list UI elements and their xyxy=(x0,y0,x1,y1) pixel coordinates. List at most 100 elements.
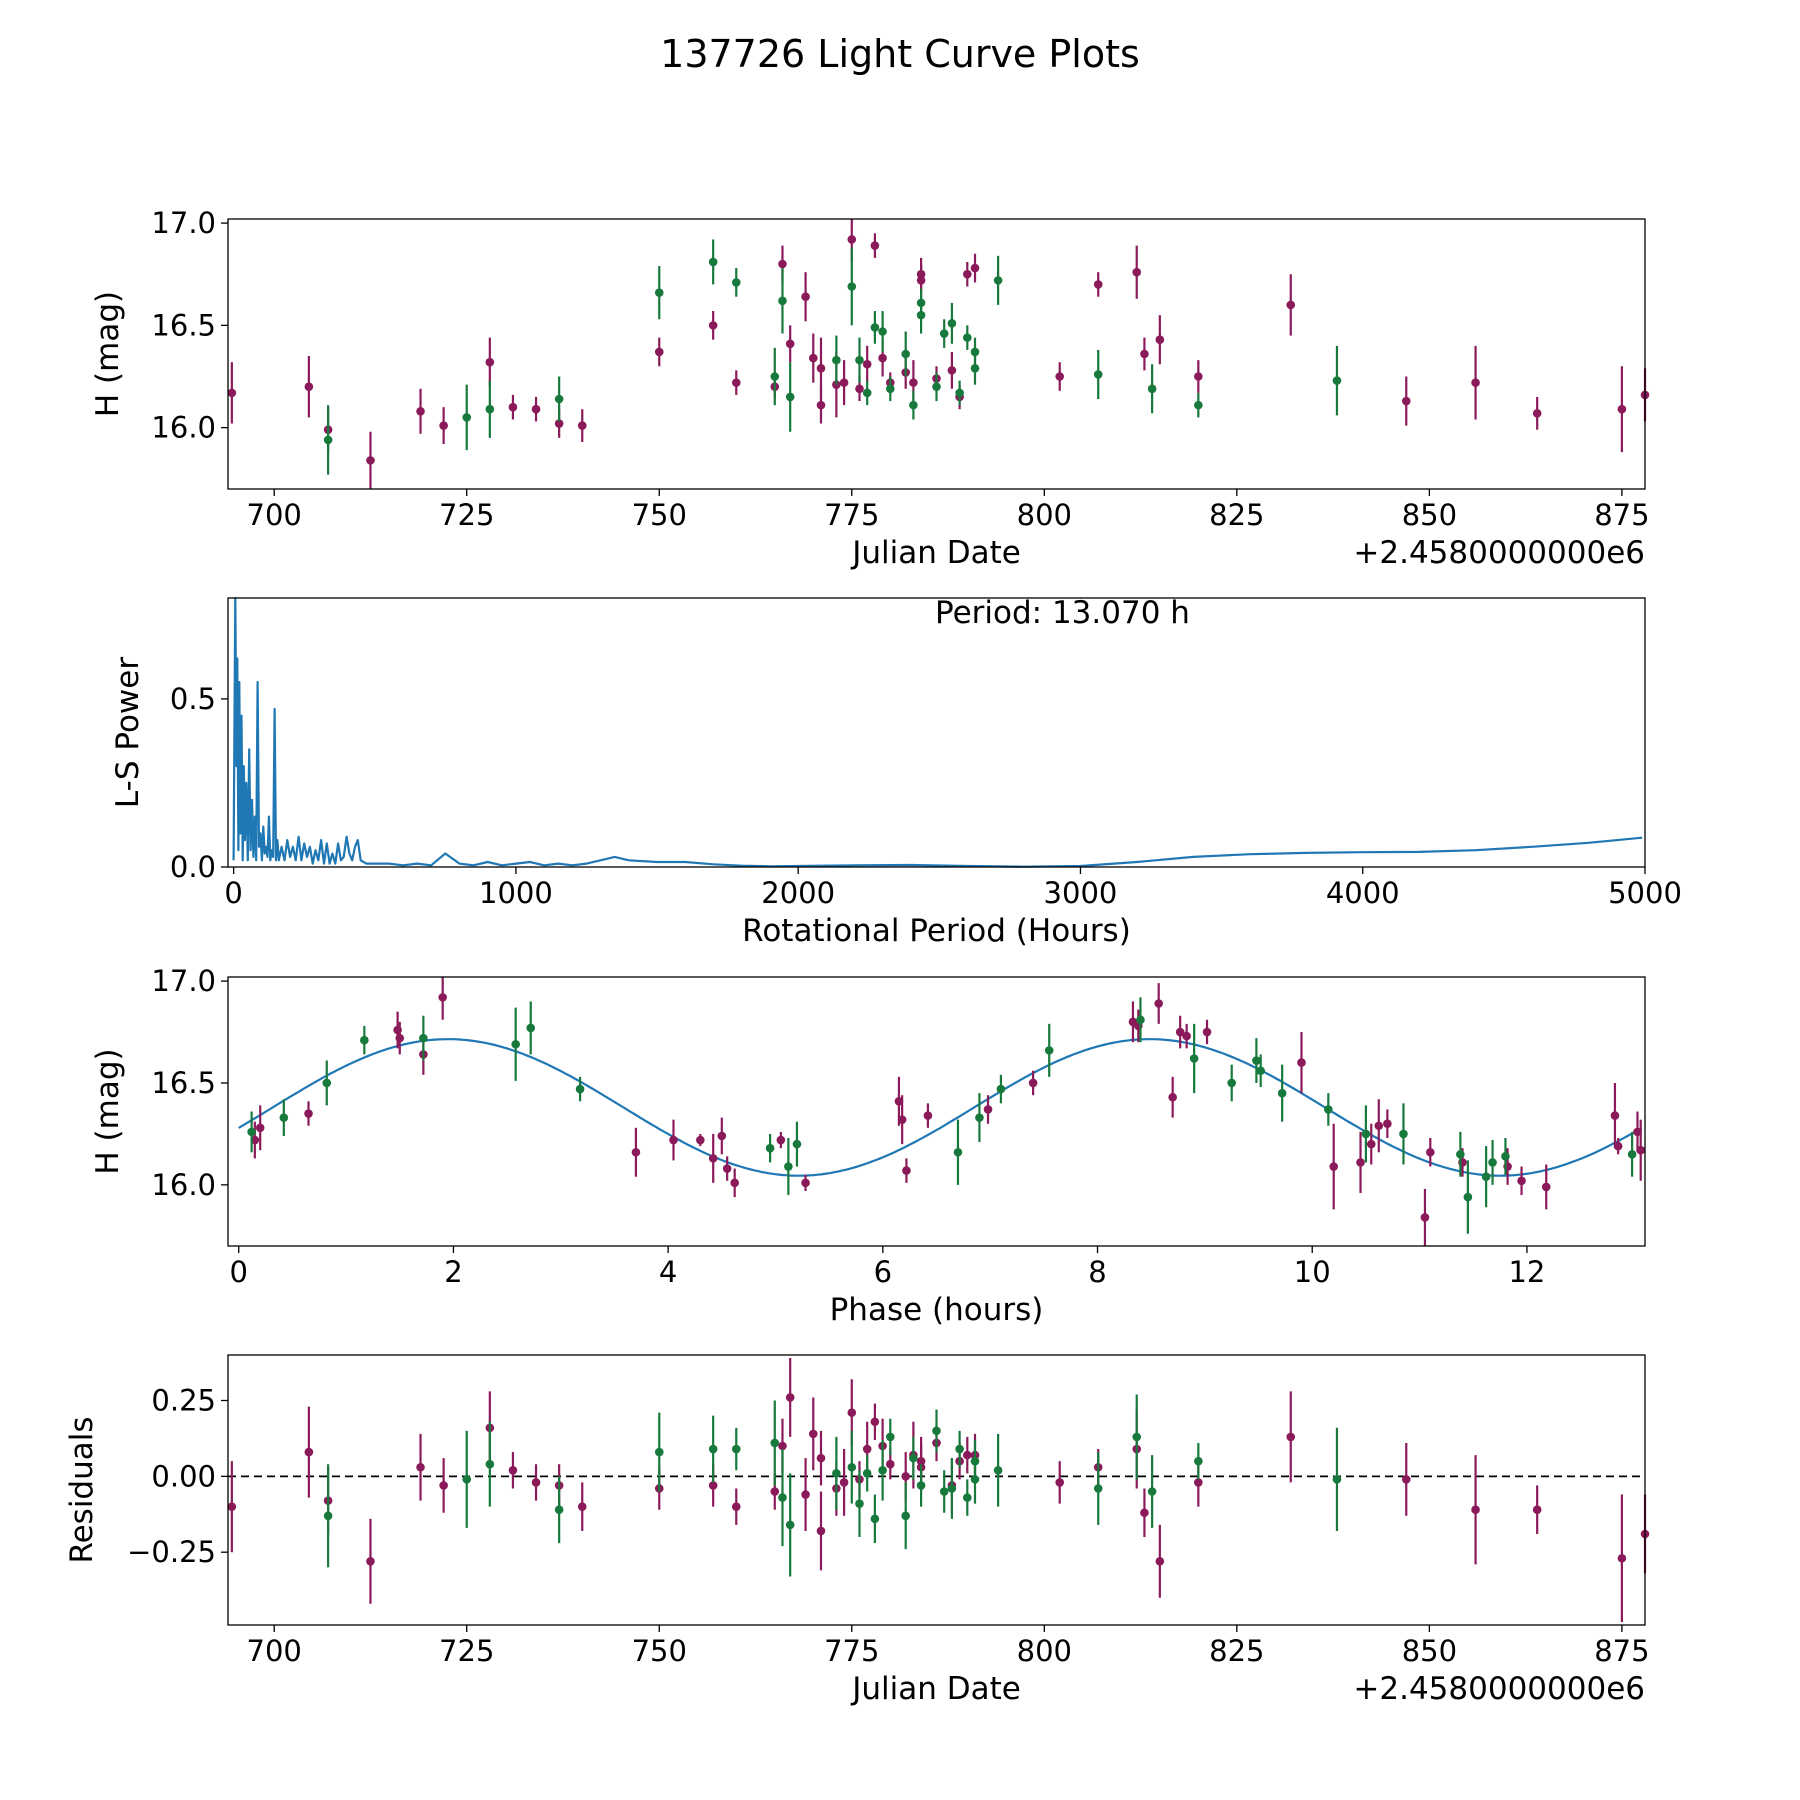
phased-curve-point xyxy=(708,1154,718,1163)
residuals-point xyxy=(1093,1484,1103,1493)
residuals-point xyxy=(839,1478,849,1487)
light-curve-point xyxy=(1147,384,1157,394)
residuals-point xyxy=(1055,1478,1065,1487)
periodogram-ytick-label: 0.0 xyxy=(170,850,216,884)
light-curve-point xyxy=(878,353,887,363)
light-curve-point xyxy=(855,384,864,394)
residuals-point xyxy=(916,1481,926,1490)
residuals-point xyxy=(778,1441,787,1451)
light-curve-point xyxy=(731,378,741,387)
residuals-point xyxy=(731,1502,741,1511)
light-curve-point xyxy=(1093,370,1103,379)
light-curve-point xyxy=(862,388,872,398)
residuals-xtick-label: 875 xyxy=(1594,1634,1649,1668)
phased-curve-point xyxy=(792,1139,802,1149)
light-curve-point xyxy=(832,355,841,365)
light-curve-xtick-label: 775 xyxy=(824,498,879,532)
phased-curve-ytick-label: 16.5 xyxy=(151,1066,216,1100)
light-curve-point xyxy=(227,388,237,398)
light-curve-point xyxy=(485,357,495,367)
phased-curve-point xyxy=(975,1113,984,1122)
residuals-point xyxy=(1332,1475,1342,1484)
residuals-ylabel: Residuals xyxy=(64,1416,100,1563)
light-curve-point xyxy=(1194,372,1203,381)
phased-curve-point xyxy=(1256,1066,1265,1076)
residuals-point xyxy=(801,1490,810,1499)
residuals-frame xyxy=(227,1354,1646,1626)
phased-curve-point xyxy=(776,1135,786,1145)
phased-curve-point xyxy=(526,1023,536,1033)
light-curve-point xyxy=(870,241,880,250)
light-curve-point xyxy=(654,347,664,357)
light-curve-point xyxy=(304,382,314,392)
periodogram-panel: Rotational Period (Hours) L-S Power Peri… xyxy=(110,595,1682,949)
light-curve-point xyxy=(963,333,972,342)
light-curve-point xyxy=(947,366,957,375)
residuals-point xyxy=(708,1481,718,1490)
light-curve-point xyxy=(778,259,787,269)
residuals-point xyxy=(1194,1456,1203,1466)
light-curve-ylabel: H (mag) xyxy=(90,291,126,417)
phased-curve-point xyxy=(902,1166,911,1175)
light-curve-point xyxy=(862,359,872,369)
residuals-ytick-label: 0.00 xyxy=(151,1459,216,1493)
light-curve-point xyxy=(462,413,472,422)
residuals-xtick-label: 725 xyxy=(439,1634,494,1668)
residuals-xtick-label: 700 xyxy=(247,1634,302,1668)
residuals-point xyxy=(1532,1505,1542,1515)
light-curve-point xyxy=(1055,372,1065,381)
periodogram-ylabel: L-S Power xyxy=(110,657,146,808)
residuals-point xyxy=(963,1493,972,1502)
phased-curve-ytick-label: 17.0 xyxy=(151,964,216,998)
light-curve-point xyxy=(785,339,795,349)
phased-curve-point xyxy=(1252,1056,1261,1065)
residuals-point xyxy=(955,1444,964,1454)
phased-curve-marks xyxy=(238,977,1646,1246)
light-curve-ytick-label: 16.0 xyxy=(151,411,216,445)
periodogram-xtick-label: 0 xyxy=(224,876,242,910)
phased-curve-point xyxy=(438,993,447,1002)
residuals-point xyxy=(862,1469,872,1478)
phased-curve-point xyxy=(696,1135,705,1145)
phased-curve-point xyxy=(1610,1111,1620,1120)
light-curve-marks xyxy=(227,219,1650,489)
model-curve xyxy=(238,1038,1643,1177)
phased-curve-ytick-label: 16.0 xyxy=(151,1168,216,1202)
period-annotation: Period: 13.070 h xyxy=(935,595,1190,631)
phased-curve-point xyxy=(1297,1058,1306,1067)
residuals-ytick-label: 0.25 xyxy=(151,1384,216,1418)
residuals-ytick-label: −0.25 xyxy=(127,1535,216,1569)
residuals-point xyxy=(832,1469,841,1478)
phased-curve-xlabel: Phase (hours) xyxy=(830,1292,1044,1328)
residuals-point xyxy=(323,1511,333,1521)
periodogram-xtick-label: 2000 xyxy=(761,876,835,910)
residuals-point xyxy=(1132,1432,1142,1442)
residuals-point xyxy=(554,1505,564,1515)
phased-curve-point xyxy=(1202,1027,1212,1037)
periodogram-frame xyxy=(227,597,1646,868)
light-curve-point xyxy=(855,355,864,365)
residuals-point xyxy=(531,1478,541,1487)
phased-curve-point xyxy=(1374,1121,1384,1131)
residuals-point xyxy=(1401,1475,1411,1484)
light-curve-point xyxy=(708,257,718,267)
residuals-point xyxy=(577,1502,587,1511)
light-curve-point xyxy=(485,404,495,414)
residuals-point xyxy=(939,1487,949,1496)
residuals-point xyxy=(785,1393,795,1402)
residuals-xtick-label: 850 xyxy=(1402,1634,1457,1668)
residuals-point xyxy=(932,1426,941,1436)
residuals-point xyxy=(970,1475,980,1484)
light-curve-xtick-label: 800 xyxy=(1017,498,1072,532)
light-curve-point xyxy=(816,400,826,410)
light-curve-point xyxy=(531,404,541,414)
phased-curve-point xyxy=(1420,1213,1430,1222)
light-curve-point xyxy=(1617,404,1627,414)
residuals-offset-label: +2.4580000000e6 xyxy=(1353,1671,1645,1707)
residuals-point xyxy=(870,1417,880,1427)
phased-curve-point xyxy=(1627,1149,1637,1159)
residuals-point xyxy=(816,1526,826,1536)
phased-curve-point xyxy=(765,1143,775,1153)
phased-curve-point xyxy=(1501,1152,1510,1161)
phased-curve-xtick-label: 4 xyxy=(659,1255,677,1289)
